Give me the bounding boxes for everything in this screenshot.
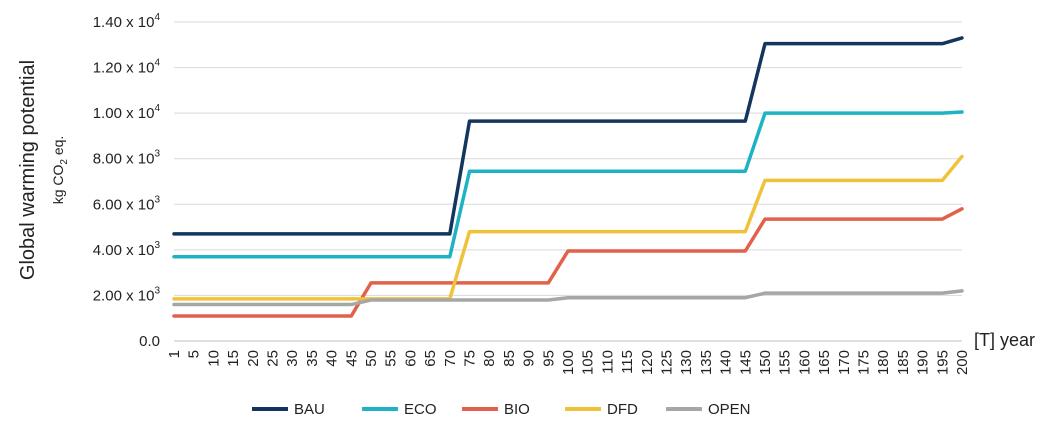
- y-tick-label: 4.00 x 103: [93, 240, 161, 259]
- x-tick-label: 100: [560, 350, 577, 375]
- x-tick-label: 10: [205, 350, 222, 367]
- legend-item-dfd: DFD: [565, 401, 638, 418]
- y-axis-unit-suffix: eq.: [50, 136, 66, 159]
- legend-item-eco: ECO: [362, 401, 437, 418]
- series-line-bau: [172, 36, 964, 236]
- x-tick-label: 35: [304, 350, 321, 367]
- y-axis-unit-subscript: 2: [59, 159, 70, 165]
- x-tick-label: 155: [777, 350, 794, 375]
- x-axis-title: [T] year: [974, 330, 1035, 350]
- x-tick-label: 125: [659, 350, 676, 375]
- series-lines: [172, 36, 964, 318]
- y-tick-label: 1.20 x 104: [93, 58, 161, 77]
- y-tick-label: 8.00 x 103: [93, 149, 161, 168]
- x-tick-label: 135: [698, 350, 715, 375]
- x-tick-label: 85: [501, 350, 518, 367]
- x-tick-label: 1: [166, 350, 183, 358]
- y-tick-label: 1.40 x 104: [93, 12, 161, 31]
- x-tick-label: 40: [324, 350, 341, 367]
- x-tick-label: 200: [954, 350, 971, 375]
- legend-item-open: OPEN: [666, 401, 751, 418]
- x-tick-label: 150: [757, 350, 774, 375]
- x-tick-label: 195: [934, 350, 951, 375]
- x-tick-label: 95: [540, 350, 557, 367]
- y-axis-unit: kg CO2 eq.: [50, 136, 70, 205]
- x-tick-label: 25: [265, 350, 282, 367]
- x-tick-label: 50: [363, 350, 380, 367]
- x-tick-label: 180: [875, 350, 892, 375]
- x-tick-label: 90: [521, 350, 538, 367]
- x-tick-label: 60: [402, 350, 419, 367]
- x-tick-label: 30: [284, 350, 301, 367]
- x-tick-label: 115: [619, 350, 636, 374]
- series-line-eco: [172, 110, 964, 259]
- x-tick-label: 165: [816, 350, 833, 375]
- y-tick-label: 1.00 x 104: [93, 103, 161, 122]
- x-tick-label: 120: [639, 350, 656, 375]
- x-tick-label: 75: [462, 350, 479, 367]
- legend-label: ECO: [404, 401, 437, 418]
- x-tick-label: 140: [718, 350, 735, 375]
- x-tick-label: 145: [737, 350, 754, 375]
- x-tick-label: 105: [580, 350, 597, 375]
- x-tick-label: 190: [915, 350, 932, 375]
- x-tick-label: 15: [225, 350, 242, 367]
- legend-label: OPEN: [708, 401, 751, 418]
- x-tick-label: 45: [343, 350, 360, 367]
- legend-item-bau: BAU: [252, 401, 325, 418]
- series-line-dfd: [172, 154, 964, 301]
- legend-item-bio: BIO: [462, 401, 530, 418]
- x-tick-label: 80: [481, 350, 498, 367]
- y-tick-label: 0.0: [139, 333, 160, 350]
- x-tick-label: 20: [245, 350, 262, 367]
- x-axis-ticks: 1 5 10 15 20 25 30 35 40 45 50 55 60 65 70 75 80 85 90 95 10…: [166, 350, 971, 375]
- x-tick-label: 175: [856, 350, 873, 375]
- x-tick-label: 70: [442, 350, 459, 367]
- legend-label: BAU: [294, 401, 325, 418]
- x-tick-label: 5: [186, 350, 203, 358]
- y-tick-label: 2.00 x 103: [93, 285, 161, 304]
- x-tick-label: 65: [422, 350, 439, 367]
- series-line-open: [172, 289, 964, 307]
- x-tick-label: 110: [599, 350, 616, 374]
- y-axis-unit-main: kg CO: [50, 165, 66, 205]
- x-tick-label: 55: [383, 350, 400, 367]
- y-axis-ticks: 0.0 2.00 x 103 4.00 x 103 6.00 x 103 8.00 x …: [93, 12, 161, 350]
- y-axis-title: Global warming potential: [17, 60, 39, 280]
- series-line-bio: [172, 207, 964, 318]
- legend-label: DFD: [607, 401, 638, 418]
- x-tick-label: 130: [678, 350, 695, 375]
- legend: BAU ECO BIO DFD OPEN: [252, 401, 751, 418]
- x-tick-label: 170: [836, 350, 853, 375]
- x-tick-label: 160: [796, 350, 813, 375]
- x-tick-label: 185: [895, 350, 912, 375]
- y-tick-label: 6.00 x 103: [93, 194, 161, 213]
- legend-label: BIO: [504, 401, 530, 418]
